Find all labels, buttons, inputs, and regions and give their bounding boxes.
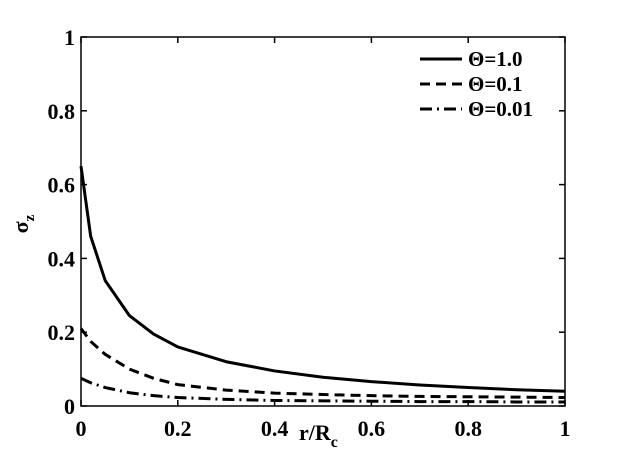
plot-frame [80,36,566,407]
x-axis-label: r/Rc [299,420,338,451]
x-tick-label: 0 [76,416,87,441]
y-tick-label: 0.8 [48,99,76,124]
series-line-2 [79,327,566,400]
y-tick-label: 0.4 [48,246,76,271]
series-line-3 [80,376,565,404]
legend-label-1: Θ=1.0 [468,47,523,71]
legend-label-3: Θ=0.01 [468,97,533,121]
y-tick-label: 0.6 [48,173,76,198]
series-line-1 [79,165,566,393]
y-tick-label: 0.2 [48,320,76,345]
x-axis-label-main: r/R [299,420,332,445]
x-axis-label-sub: c [331,434,338,451]
x-tick-label: 0.4 [261,416,289,441]
x-tick-label: 0.8 [454,416,482,441]
y-tick-label: 1 [64,25,75,50]
y-axis-label: σz [8,214,38,233]
legend-label-2: Θ=0.1 [468,72,523,96]
x-tick-label: 0.2 [164,416,192,441]
y-axis-label-main: σ [8,221,33,233]
legend: Θ=1.0Θ=0.1Θ=0.01 [420,47,533,121]
x-tick-label: 1 [560,416,571,441]
x-tick-label: 0.6 [358,416,386,441]
axis-ticks: 0 0.2 0.4 0.6 0.8 1 0 0.2 0.4 0.6 0.8 1 [48,25,571,441]
plot-lines [79,165,566,404]
y-axis-label-sub: z [22,214,38,221]
y-tick-label: 0 [64,394,75,419]
